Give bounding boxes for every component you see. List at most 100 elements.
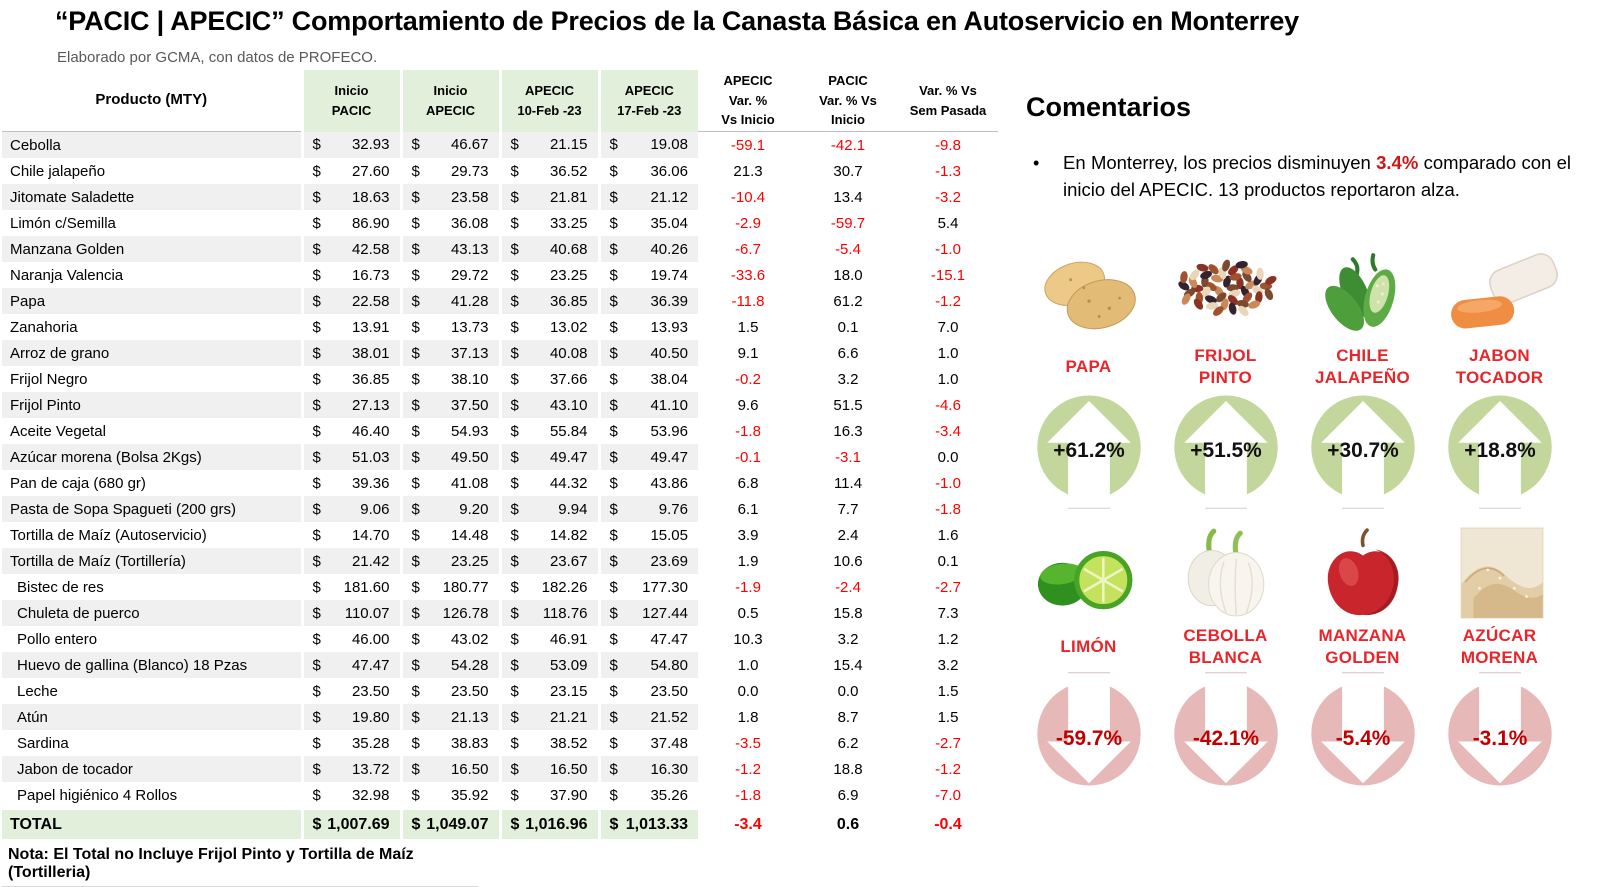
currency-symbol: $	[609, 448, 618, 466]
currency-symbol: $	[312, 214, 321, 232]
currency-symbol: $	[411, 318, 420, 336]
price-cell: $36.08	[399, 210, 500, 236]
variation-cell: -1.2	[935, 760, 961, 778]
currency-symbol: $	[411, 474, 420, 492]
comments-title: Comentarios	[1026, 92, 1192, 122]
price-cell: $35.28	[300, 730, 401, 756]
currency-symbol: $	[510, 344, 519, 362]
total-row: TOTAL $1,007.69 $1,049.07 $1,016.96 $1,0…	[2, 808, 998, 839]
total-product-cell: TOTAL	[2, 808, 302, 839]
badge-percent: +18.8%	[1464, 439, 1536, 462]
currency-symbol: $	[510, 682, 519, 700]
product-highlight-card: AZÚCAR MORENA -3.1%	[1431, 522, 1568, 790]
price-cell: $9.76	[597, 496, 698, 522]
table-row: Pollo entero $46.00 $43.02 $46.91 $47.47…	[2, 626, 998, 652]
variation-cell: -10.4	[730, 188, 766, 206]
variation-cell: 1.0	[937, 344, 959, 362]
variation-cell: -2.9	[735, 214, 761, 232]
limon-icon	[1024, 522, 1154, 622]
variation-cell: -1.9	[735, 578, 761, 596]
table-row: Bistec de res $181.60 $180.77 $182.26 $1…	[2, 574, 998, 600]
currency-symbol: $	[411, 786, 420, 804]
price-cell: $36.52	[498, 158, 599, 184]
table-row: Aceite Vegetal $46.40 $54.93 $55.84 $53.…	[2, 418, 998, 444]
price-cell: $23.69	[597, 548, 698, 574]
currency-symbol: $	[312, 630, 321, 648]
currency-symbol: $	[312, 708, 321, 726]
variation-cell: 9.1	[737, 344, 759, 362]
col-header-var-sem: Var. % Vs Sem Pasada	[898, 70, 998, 132]
product-highlight-card: LIMÓN -59.7%	[1020, 522, 1157, 790]
price-cell: $39.36	[300, 470, 401, 496]
currency-symbol: $	[312, 240, 321, 258]
table-row: Pasta de Sopa Spagueti (200 grs) $9.06 $…	[2, 496, 998, 522]
variation-cell: 16.3	[833, 422, 863, 440]
papa-icon	[1024, 242, 1154, 342]
down-arrow-badge: -5.4%	[1310, 672, 1415, 786]
variation-cell: 1.5	[737, 318, 759, 336]
product-cell: Tortilla de Maíz (Autoservicio)	[10, 526, 207, 544]
currency-symbol: $	[609, 396, 618, 414]
variation-cell: 15.4	[833, 656, 863, 674]
currency-symbol: $	[411, 682, 420, 700]
table-note: Nota: El Total no Incluye Frijol Pinto y…	[2, 846, 478, 887]
currency-symbol: $	[411, 188, 420, 206]
variation-cell: 1.9	[737, 552, 759, 570]
product-cell: Cebolla	[2, 131, 302, 158]
badge-percent: -59.7%	[1055, 727, 1122, 750]
currency-symbol: $	[609, 815, 619, 833]
header-row: Producto (MTY) Inicio PACIC Inicio APECI…	[2, 70, 998, 132]
col-header-inicio-pacic: Inicio PACIC	[300, 70, 401, 132]
price-cell: $41.10	[597, 392, 698, 418]
variation-cell: 1.8	[737, 708, 759, 726]
product-cell: Pasta de Sopa Spagueti (200 grs)	[2, 496, 302, 522]
table-row: Naranja Valencia $16.73 $29.72 $23.25 $1…	[2, 262, 998, 288]
table-row: Manzana Golden $42.58 $43.13 $40.68 $40.…	[2, 236, 998, 262]
currency-symbol: $	[312, 292, 321, 310]
currency-symbol: $	[411, 136, 420, 154]
price-cell: $37.66	[498, 366, 599, 392]
price-cell: $23.58	[399, 184, 500, 210]
col-header-var-apecic: APECIC Var. % Vs Inicio	[698, 70, 798, 132]
product-cell: Manzana Golden	[2, 236, 302, 262]
currency-symbol: $	[609, 500, 618, 518]
variation-cell: -1.2	[735, 760, 761, 778]
currency-symbol: $	[510, 214, 519, 232]
price-cell: $29.72	[399, 262, 500, 288]
price-cell: $44.32	[498, 470, 599, 496]
price-cell: $43.02	[399, 626, 500, 652]
variation-cell: -1.8	[735, 786, 761, 804]
price-cell: $36.85	[300, 366, 401, 392]
variation-cell: 0.0	[837, 682, 859, 700]
currency-symbol: $	[609, 214, 618, 232]
up-arrow-badge: +30.7%	[1310, 395, 1415, 509]
price-cell: $40.26	[597, 236, 698, 262]
price-cell: $43.13	[399, 236, 500, 262]
product-name: CEBOLLA BLANCA	[1183, 626, 1268, 667]
price-cell: $38.01	[300, 340, 401, 366]
comment-text: En Monterrey, los precios disminuyen 3.4…	[1063, 152, 1572, 200]
currency-symbol: $	[312, 344, 321, 362]
product-cell: Arroz de grano	[2, 340, 302, 366]
price-cell: $14.82	[498, 522, 599, 548]
currency-symbol: $	[312, 552, 321, 570]
product-name: FRIJOL PINTO	[1194, 346, 1257, 387]
price-cell: $36.85	[498, 288, 599, 314]
variation-cell: 18.0	[833, 266, 863, 284]
currency-symbol: $	[312, 786, 321, 804]
currency-symbol: $	[609, 630, 618, 648]
variation-cell: -3.1	[835, 448, 861, 466]
price-cell: $47.47	[300, 652, 401, 678]
table-row: Pan de caja (680 gr) $39.36 $41.08 $44.3…	[2, 470, 998, 496]
badge-percent: -42.1%	[1192, 727, 1259, 750]
table-row: Papa $22.58 $41.28 $36.85 $36.39 -11.8 6…	[2, 288, 998, 314]
variation-cell: -0.2	[735, 370, 761, 388]
currency-symbol: $	[312, 604, 321, 622]
variation-cell: -9.8	[935, 136, 961, 154]
variation-cell: 9.6	[737, 396, 759, 414]
variation-cell: -1.8	[935, 500, 961, 518]
bullet-marker: •	[1033, 153, 1040, 173]
price-table-area: Producto (MTY) Inicio PACIC Inicio APECI…	[2, 70, 998, 887]
product-cell: Huevo de gallina (Blanco) 18 Pzas	[2, 652, 302, 678]
page-subtitle: Elaborado por GCMA, con datos de PROFECO…	[57, 49, 378, 66]
